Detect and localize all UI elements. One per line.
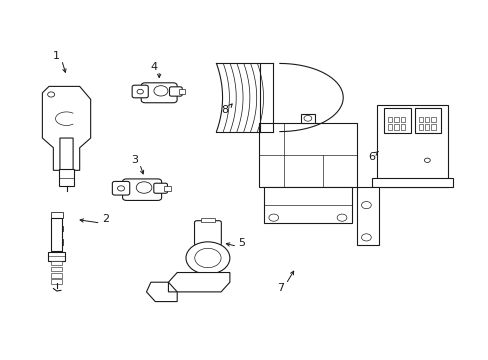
Circle shape xyxy=(336,214,346,221)
Bar xyxy=(377,105,447,187)
Polygon shape xyxy=(42,86,90,170)
Bar xyxy=(50,226,63,231)
Bar xyxy=(52,233,61,238)
Polygon shape xyxy=(146,282,177,302)
Circle shape xyxy=(137,89,143,94)
Bar xyxy=(201,218,214,222)
Circle shape xyxy=(361,202,370,209)
Bar xyxy=(51,261,62,265)
FancyBboxPatch shape xyxy=(112,181,129,195)
Bar xyxy=(418,117,422,122)
Bar xyxy=(264,187,351,223)
Bar xyxy=(393,117,398,122)
Circle shape xyxy=(154,86,167,96)
FancyBboxPatch shape xyxy=(132,85,148,98)
Bar xyxy=(400,125,404,130)
Text: 2: 2 xyxy=(102,215,109,224)
Circle shape xyxy=(136,182,152,193)
Circle shape xyxy=(304,116,311,121)
Bar xyxy=(400,117,404,122)
Text: 4: 4 xyxy=(150,62,158,72)
Bar xyxy=(424,117,428,122)
Text: 6: 6 xyxy=(367,152,374,162)
Bar xyxy=(414,108,441,134)
Bar xyxy=(418,125,422,130)
Bar xyxy=(259,123,356,187)
Bar xyxy=(372,178,452,187)
Bar xyxy=(51,273,62,278)
Text: 7: 7 xyxy=(277,283,284,293)
Bar xyxy=(393,125,398,130)
Bar xyxy=(430,125,435,130)
Text: 1: 1 xyxy=(53,51,60,61)
Circle shape xyxy=(47,92,55,97)
FancyBboxPatch shape xyxy=(122,179,161,201)
Bar xyxy=(356,187,378,244)
Circle shape xyxy=(361,234,370,241)
FancyBboxPatch shape xyxy=(141,83,177,103)
Bar xyxy=(50,239,63,245)
FancyBboxPatch shape xyxy=(194,221,221,245)
Text: 3: 3 xyxy=(131,155,138,165)
FancyBboxPatch shape xyxy=(169,87,182,96)
Circle shape xyxy=(185,242,229,274)
Bar xyxy=(424,125,428,130)
Bar xyxy=(51,267,62,271)
Bar xyxy=(51,279,62,284)
Bar xyxy=(387,117,391,122)
Circle shape xyxy=(194,248,221,268)
FancyBboxPatch shape xyxy=(154,183,167,193)
Text: 5: 5 xyxy=(238,238,245,248)
Bar xyxy=(387,125,391,130)
Bar xyxy=(59,169,74,186)
Bar xyxy=(430,117,435,122)
Bar xyxy=(51,218,62,251)
Bar xyxy=(52,219,61,225)
Bar xyxy=(163,185,171,191)
Bar xyxy=(179,89,185,94)
Bar xyxy=(383,108,410,134)
Circle shape xyxy=(117,186,124,191)
Bar xyxy=(50,212,63,218)
Bar xyxy=(48,252,65,261)
Circle shape xyxy=(424,158,429,162)
Text: 8: 8 xyxy=(221,105,228,115)
Circle shape xyxy=(268,214,278,221)
Bar xyxy=(300,114,315,123)
Polygon shape xyxy=(168,273,229,292)
